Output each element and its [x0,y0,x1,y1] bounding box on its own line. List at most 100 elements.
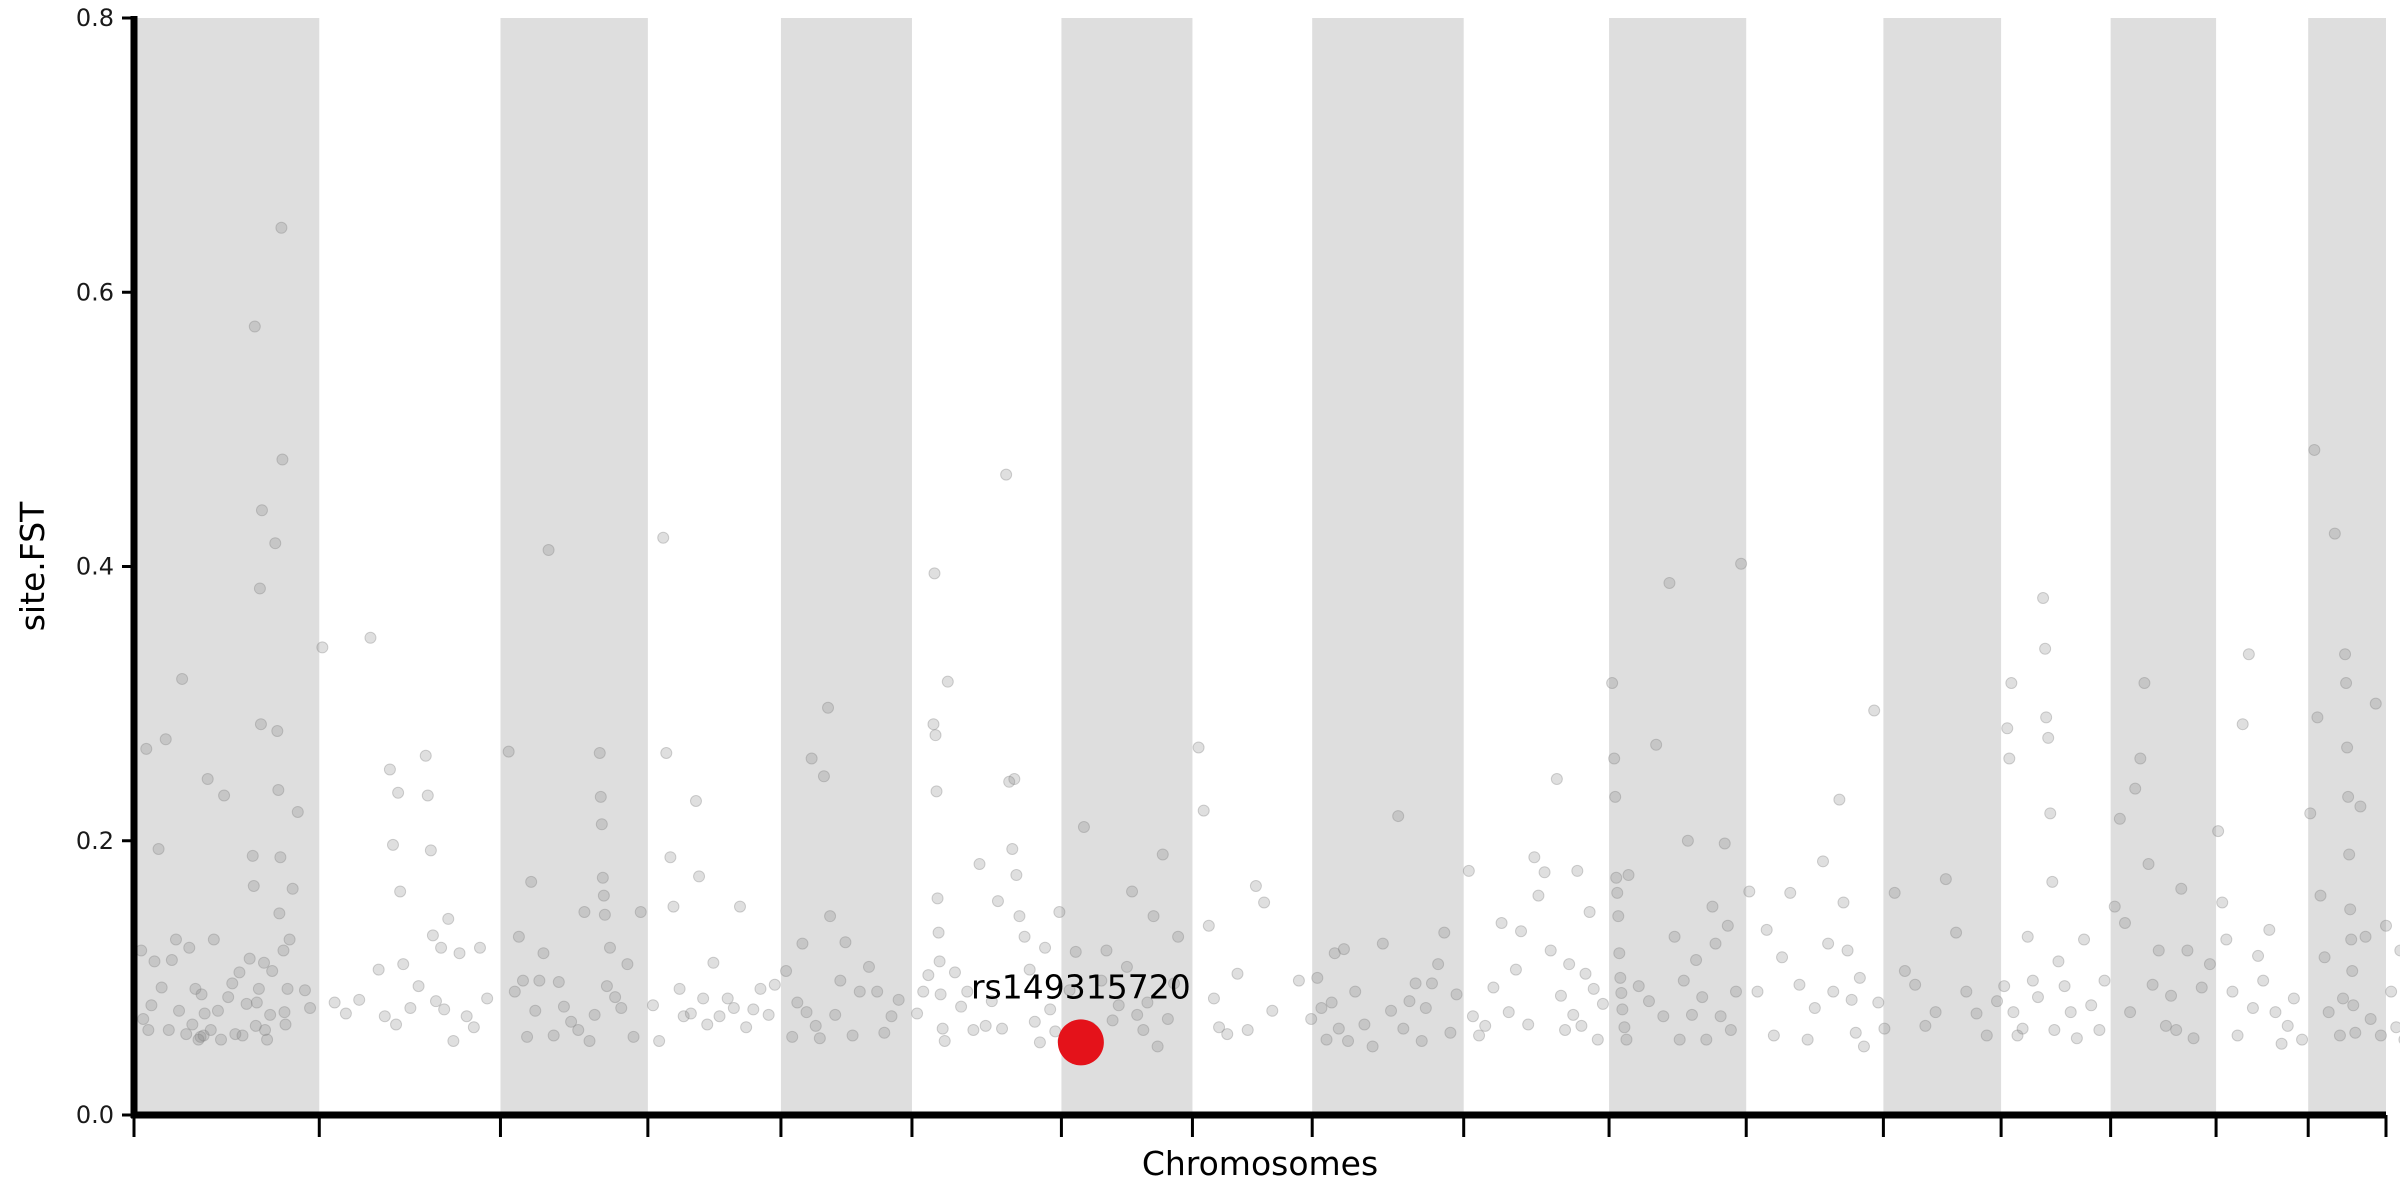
snp-point [397,958,410,971]
snp-point [1849,1026,1862,1039]
snp-point [1696,991,1709,1004]
snp-point [1023,963,1036,976]
snp-point [796,937,809,950]
snp-point [941,675,954,688]
snp-point [2347,999,2360,1012]
snp-point [967,1023,980,1036]
snp-point [261,1033,274,1046]
snp-point [291,805,304,818]
snp-point [2113,812,2126,825]
snp-point [1161,1013,1174,1026]
snp-point [2333,1029,2346,1042]
snp-point [1620,1033,1633,1046]
snp-point [1721,919,1734,932]
snp-point [853,985,866,998]
snp-point [979,1019,992,1032]
snp-point [1563,958,1576,971]
snp-point [542,544,555,557]
snp-point [2212,825,2225,838]
snp-point [1853,971,1866,984]
snp-point [1929,1006,1942,1019]
snp-point [2346,965,2359,978]
snp-point [2175,882,2188,895]
snp-point [253,582,266,595]
snp-point [547,1029,560,1042]
snp-point [1192,741,1205,754]
snp-point [298,984,311,997]
snp-point [339,1007,352,1020]
snp-point [1502,1006,1515,1019]
snp-point [786,1030,799,1043]
snp-point [1614,971,1627,984]
snp-point [1610,871,1623,884]
snp-point [1292,974,1305,987]
snp-point [2070,1032,2083,1045]
snp-point [189,982,202,995]
snp-point [2052,955,2065,968]
snp-point [596,871,609,884]
snp-point [2093,1023,2106,1036]
snp-point [1919,1019,1932,1032]
snp-point [1039,941,1052,954]
snp-point [1724,1023,1737,1036]
snp-point [2152,944,2165,957]
chromosome-band [2308,18,2386,1115]
snp-point [2318,951,2331,964]
snp-point [1003,775,1016,788]
snp-point [2246,1002,2259,1015]
snp-point [243,952,256,965]
snp-point [2037,592,2050,605]
snp-point [2003,752,2016,765]
snp-point [1112,999,1125,1012]
snp-point [1473,1029,1486,1042]
snp-point [140,742,153,755]
snp-point [1197,804,1210,817]
snp-point [938,1034,951,1047]
snp-point [2374,1029,2387,1042]
snp-point [142,1023,155,1036]
snp-point [1095,974,1108,987]
snp-point [2337,992,2350,1005]
snp-point [2021,930,2034,943]
snp-point [1677,974,1690,987]
chromosome-band [1609,18,1747,1115]
snp-point [467,1021,480,1034]
snp-point [2085,999,2098,1012]
snp-point [1837,896,1850,909]
snp-point [733,900,746,913]
snp-point [615,1002,628,1015]
snp-point [211,1004,224,1017]
snp-point [927,718,940,731]
snp-point [934,988,947,1001]
snp-point [727,1002,740,1015]
snp-point [1325,996,1338,1009]
snp-point [247,880,260,893]
snp-point [1466,1010,1479,1023]
snp-point [707,956,720,969]
snp-point [215,1033,228,1046]
snp-point [1120,960,1133,973]
snp-point [677,1010,690,1023]
snp-point [419,749,432,762]
snp-point [689,794,702,807]
snp-point [460,1010,473,1023]
snp-point [2011,1029,2024,1042]
snp-point [442,912,455,925]
snp-point [2394,944,2400,957]
snp-point [2364,1013,2377,1026]
snp-point [275,221,288,234]
snp-point [218,789,231,802]
snp-point [1970,1007,1983,1020]
snp-point [390,1018,403,1031]
snp-point [1207,992,1220,1005]
snp-point [226,977,239,990]
snp-point [372,963,385,976]
snp-point [595,818,608,831]
snp-point [512,930,525,943]
snp-point [521,1030,534,1043]
snp-point [961,985,974,998]
snp-point [2226,985,2239,998]
snp-point [259,1023,272,1036]
chromosome-band [780,18,912,1115]
